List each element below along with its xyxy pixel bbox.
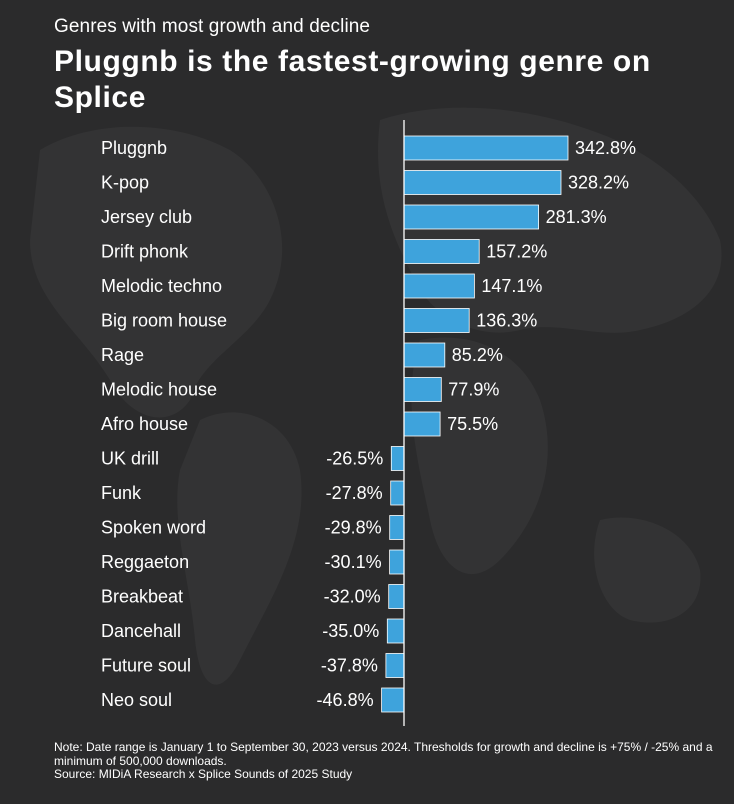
category-label-neo-soul: Neo soul bbox=[101, 690, 172, 710]
value-label-pluggnb: 342.8% bbox=[575, 138, 636, 158]
value-label-spoken-word: -29.8% bbox=[325, 518, 382, 538]
footnotes: Note: Date range is January 1 to Septemb… bbox=[54, 740, 714, 782]
bar-afro-house bbox=[403, 411, 441, 437]
category-label-rage: Rage bbox=[101, 345, 144, 365]
bar-k-pop bbox=[403, 170, 562, 195]
category-label-melodic-techno: Melodic techno bbox=[101, 276, 222, 296]
category-label-drift-phonk: Drift phonk bbox=[101, 242, 189, 262]
value-label-rage: 85.2% bbox=[452, 345, 503, 365]
bar-pluggnb bbox=[403, 135, 569, 161]
value-label-afro-house: 75.5% bbox=[447, 414, 498, 434]
value-label-funk: -27.8% bbox=[326, 483, 383, 503]
bar-melodic-techno bbox=[403, 273, 475, 299]
value-label-jersey-club: 281.3% bbox=[546, 207, 607, 227]
category-label-pluggnb: Pluggnb bbox=[101, 138, 167, 158]
category-label-future-soul: Future soul bbox=[101, 656, 191, 676]
value-label-k-pop: 328.2% bbox=[568, 173, 629, 193]
category-label-spoken-word: Spoken word bbox=[101, 518, 206, 538]
category-label-big-room-house: Big room house bbox=[101, 311, 227, 331]
bar-spoken-word bbox=[389, 515, 405, 540]
value-label-melodic-techno: 147.1% bbox=[481, 276, 542, 296]
category-label-funk: Funk bbox=[101, 483, 142, 503]
chart-title: Pluggnb is the fastest-growing genre on … bbox=[54, 45, 651, 114]
category-label-dancehall: Dancehall bbox=[101, 621, 181, 641]
category-label-breakbeat: Breakbeat bbox=[101, 587, 183, 607]
value-label-reggaeton: -30.1% bbox=[325, 552, 382, 572]
bar-future-soul bbox=[385, 653, 405, 678]
chart-subtitle: Genres with most growth and decline bbox=[54, 16, 371, 37]
bar-big-room-house bbox=[403, 308, 470, 333]
labels-layer: Pluggnb 342.8% K-pop 328.2% Jersey club 281.3… bbox=[101, 138, 636, 710]
bar-funk bbox=[390, 480, 405, 506]
bar-melodic-house bbox=[403, 377, 442, 402]
value-label-neo-soul: -46.8% bbox=[317, 690, 374, 710]
bar-breakbeat bbox=[388, 584, 405, 609]
source-text: Source: MIDiA Research x Splice Sounds o… bbox=[54, 767, 353, 781]
bar-drift-phonk bbox=[403, 239, 480, 264]
category-label-k-pop: K-pop bbox=[101, 173, 149, 193]
bar-dancehall bbox=[386, 618, 405, 644]
value-label-dancehall: -35.0% bbox=[322, 621, 379, 641]
bar-jersey-club bbox=[403, 204, 540, 230]
value-label-uk-drill: -26.5% bbox=[326, 449, 383, 469]
value-label-future-soul: -37.8% bbox=[321, 656, 378, 676]
category-label-uk-drill: UK drill bbox=[101, 449, 159, 469]
bar-reggaeton bbox=[389, 549, 405, 575]
value-label-drift-phonk: 157.2% bbox=[486, 242, 547, 262]
value-label-big-room-house: 136.3% bbox=[476, 311, 537, 331]
category-label-jersey-club: Jersey club bbox=[101, 207, 192, 227]
category-label-afro-house: Afro house bbox=[101, 414, 188, 434]
value-label-breakbeat: -32.0% bbox=[324, 587, 381, 607]
bar-chart: Pluggnb 342.8% K-pop 328.2% Jersey club 281.3… bbox=[101, 120, 636, 726]
note-text: Note: Date range is January 1 to Septemb… bbox=[54, 740, 713, 768]
bar-neo-soul bbox=[381, 687, 405, 713]
value-label-melodic-house: 77.9% bbox=[448, 380, 499, 400]
bar-rage bbox=[403, 342, 446, 368]
category-label-reggaeton: Reggaeton bbox=[101, 552, 189, 572]
bar-uk-drill bbox=[390, 446, 405, 471]
category-label-melodic-house: Melodic house bbox=[101, 380, 217, 400]
bars-layer bbox=[381, 135, 569, 713]
